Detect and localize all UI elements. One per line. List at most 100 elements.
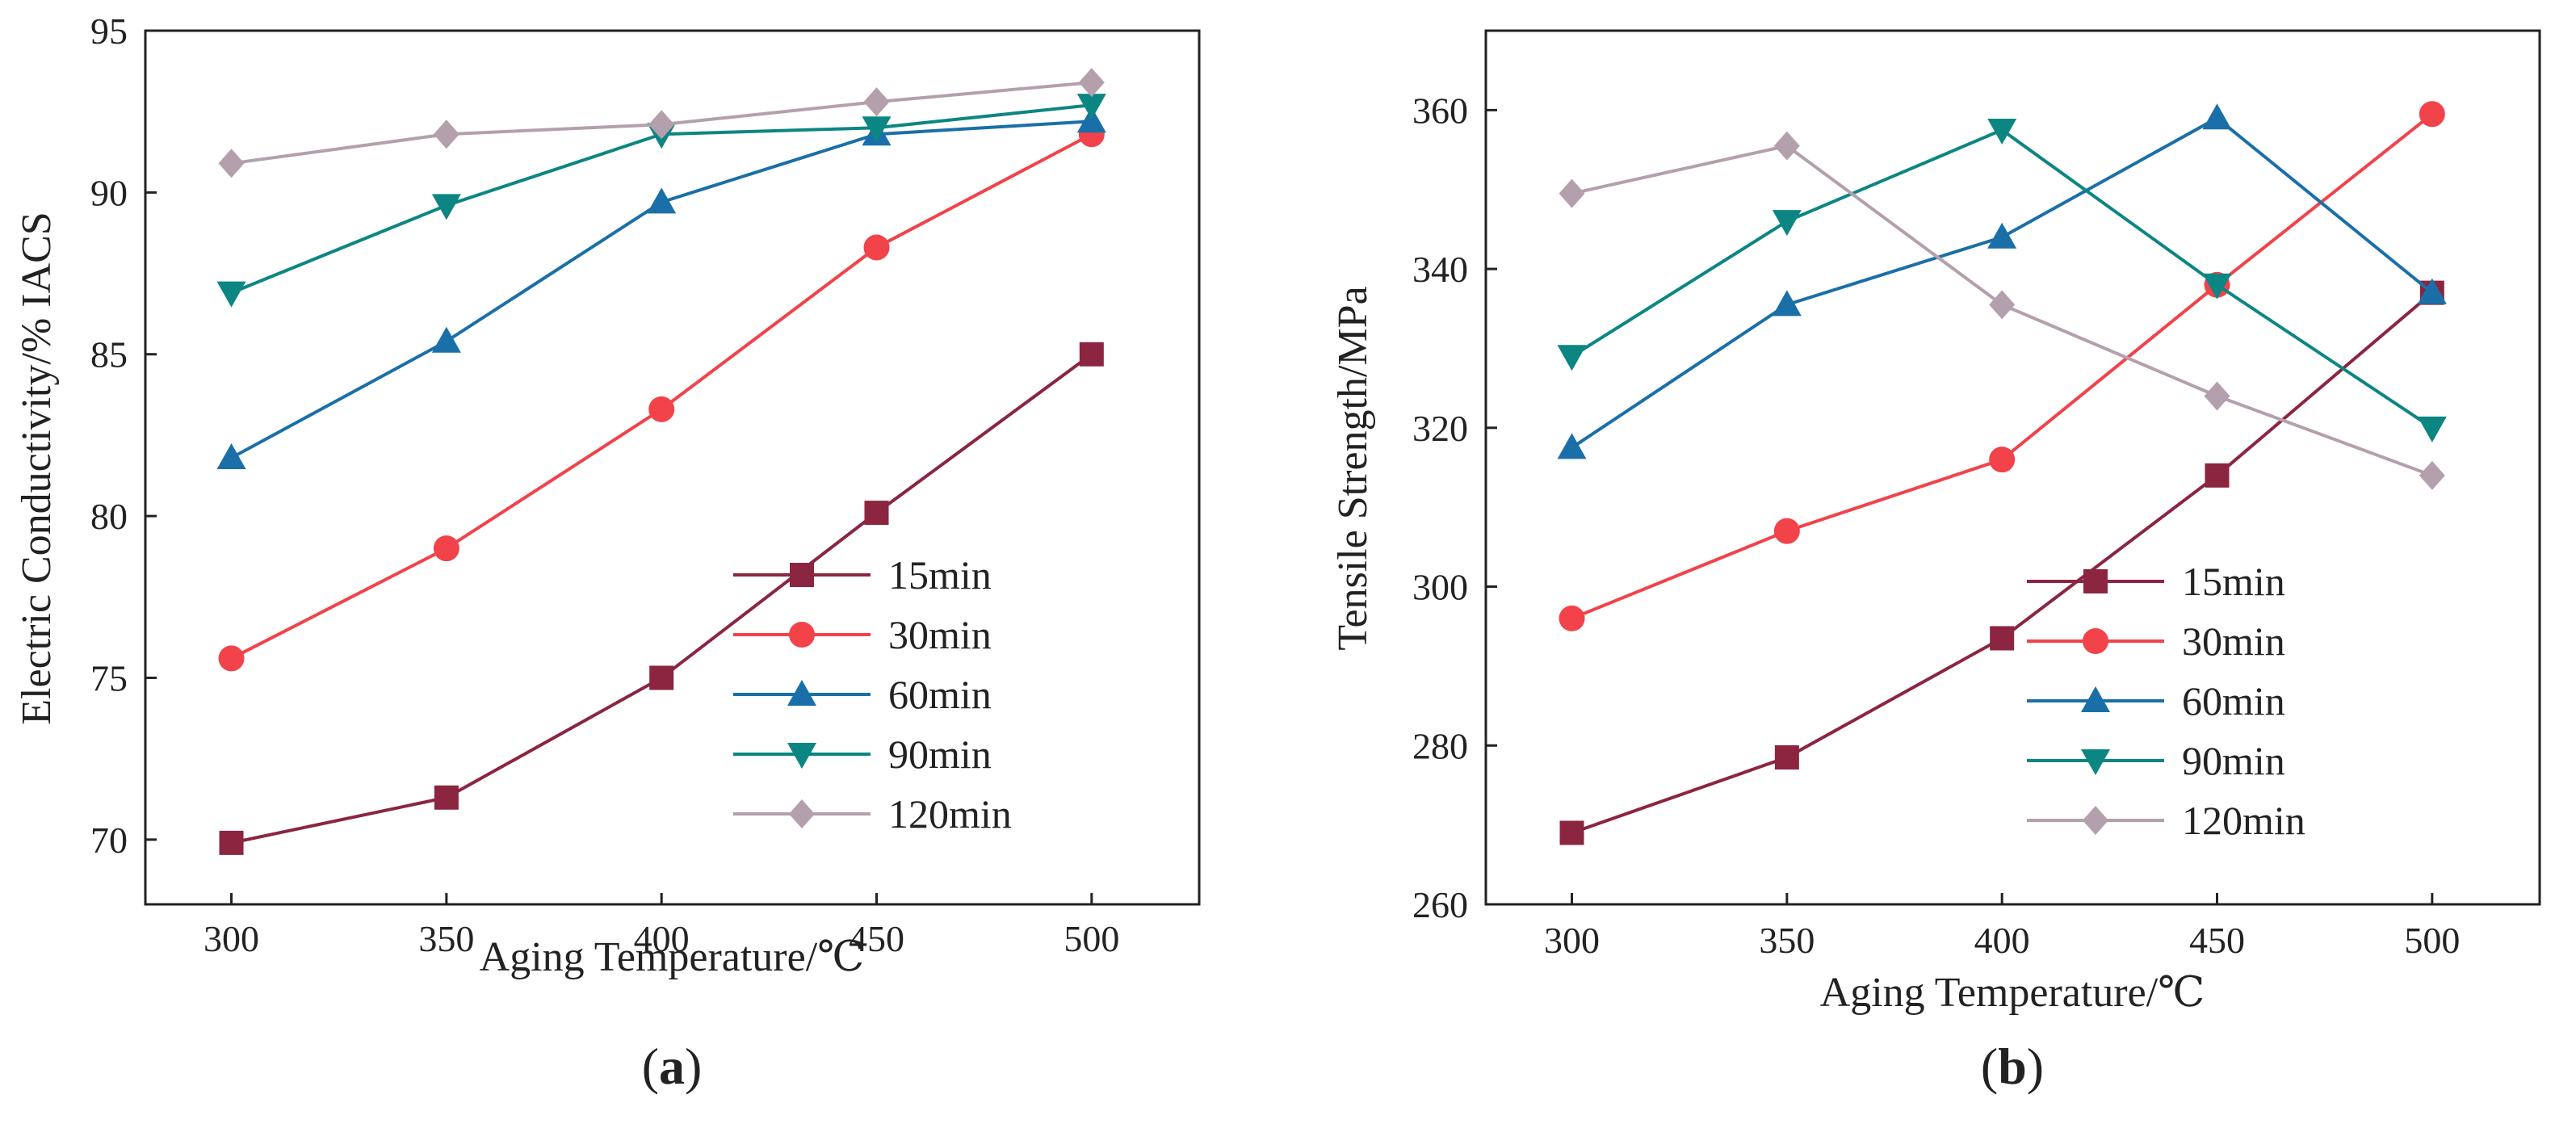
data-point [863,87,890,117]
x-tick-label: 500 [1064,918,1119,959]
series-15min [219,342,1104,855]
data-point [218,645,245,672]
data-point [219,830,244,855]
y-axis-label: Electric Conductivity/% IACS [14,212,60,724]
series-90min [1557,118,2447,442]
chart-panel-a: 300 350 400 450 500 70 75 80 85 90 95 15min 30min 6… [14,10,1201,1095]
legend-item: 60min [2027,678,2285,723]
data-point [647,187,677,214]
data-point [648,396,675,422]
data-point [2419,460,2445,490]
y-axis-ticks: 70 75 80 85 90 95 [90,10,157,861]
legend-label: 120min [2182,798,2305,843]
data-point [2417,416,2447,442]
x-axis-ticks: 300 350 400 450 500 [203,893,1119,959]
series-60min [216,107,1106,469]
legend-marker [787,743,816,769]
legend-item: 120min [733,791,1012,837]
series-line [1571,128,2433,430]
legend-label: 60min [888,672,992,717]
data-point [862,116,892,143]
data-point [863,234,890,261]
data-point [1557,345,1587,371]
plot-frame [1484,29,2541,906]
legend-item: 15min [733,552,992,598]
legend-item: 90min [2027,738,2285,783]
y-tick-label: 80 [90,496,128,537]
legend-label: 30min [888,612,992,657]
y-tick-label: 75 [90,657,128,698]
data-point [1559,178,1585,208]
y-tick-label: 360 [1412,90,1468,131]
y-axis-ticks: 260 280 300 320 340 360 [1412,90,1497,925]
legend-label: 15min [2182,559,2285,604]
data-point [1989,447,2016,473]
legend-marker [790,563,814,587]
legend-item: 60min [733,672,992,717]
legend: 15min 30min 60min 90min 120min [2027,559,2305,843]
legend-label: 30min [2182,619,2285,664]
data-point [1557,433,1587,459]
data-point [1773,131,1800,161]
series-30min [1559,101,2445,631]
panel-letter-a: a [659,1038,685,1095]
data-point [433,535,459,562]
legend-item: 120min [2027,798,2305,843]
data-point [1079,342,1104,367]
data-point [2417,278,2447,304]
data-point [2204,381,2230,411]
y-tick-label: 320 [1412,408,1468,449]
data-point [1772,210,1802,237]
series-120min [1559,131,2445,490]
y-tick-label: 300 [1412,567,1468,608]
x-tick-label: 450 [849,918,904,959]
legend-label: 120min [888,791,1012,837]
legend-label: 60min [2182,678,2285,723]
series-30min [218,121,1105,672]
data-point [1559,605,1585,631]
legend-marker [2083,569,2108,593]
data-point [431,194,461,220]
panel-label-a: (a) [642,1038,703,1095]
x-tick-label: 300 [203,918,259,959]
data-point [218,149,245,178]
x-axis-ticks: 300 350 400 450 500 [1544,893,2460,961]
legend-label: 90min [888,732,992,777]
legend-item: 30min [2027,619,2285,664]
y-tick-label: 260 [1412,884,1468,925]
data-point [2202,103,2232,130]
data-point [1076,107,1106,133]
y-tick-label: 95 [90,10,128,52]
legend-item: 15min [2027,559,2285,604]
x-tick-label: 350 [418,918,474,959]
data-point [648,110,675,140]
x-axis-label: Aging Temperature/℃ [480,934,865,980]
data-point [1989,290,2016,320]
data-point [1772,290,1802,317]
x-tick-label: 350 [1759,920,1815,961]
series-layer [216,68,1106,855]
legend-marker [789,799,815,828]
legend-marker [2083,806,2108,835]
data-point [1773,518,1800,544]
data-point [1990,626,2015,651]
legend-item: 90min [733,732,992,777]
data-point [431,326,461,353]
legend: 15min 30min 60min 90min 120min [733,552,1012,837]
series-layer [1557,101,2447,845]
data-point [649,665,674,690]
panel-letter-b: b [1998,1038,2027,1095]
legend-label: 15min [888,552,992,598]
y-axis-label: Tensile Strength/MPa [1330,286,1376,650]
legend-marker [787,680,816,706]
legend-marker [2081,749,2110,775]
x-tick-label: 500 [2404,920,2460,961]
data-point [2419,101,2445,128]
data-point [1078,68,1105,98]
data-point [2202,273,2232,300]
series-line [1571,115,2434,450]
data-point [1987,222,2017,249]
data-point [1076,94,1106,120]
data-point [1987,118,2017,145]
data-point [216,281,246,308]
